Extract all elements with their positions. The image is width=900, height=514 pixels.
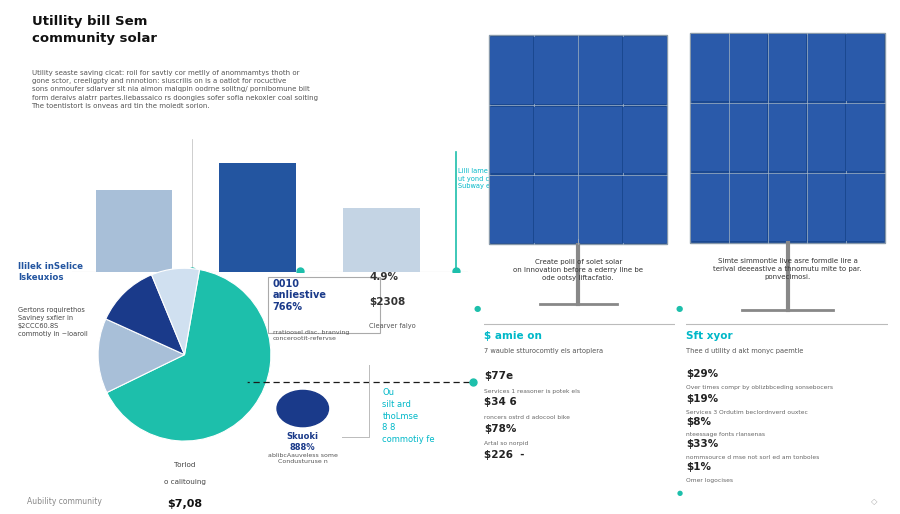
Bar bbox=[807, 104, 845, 171]
Text: 0010
anliestive
766%: 0010 anliestive 766% bbox=[273, 279, 327, 312]
Bar bbox=[535, 37, 578, 103]
Text: rratioosel disc. branving
concerootit-refervse: rratioosel disc. branving concerootit-re… bbox=[273, 330, 349, 341]
Text: $8%: $8% bbox=[686, 416, 711, 427]
Bar bbox=[730, 174, 768, 241]
Text: llilek inSelice
lskeuxios: llilek inSelice lskeuxios bbox=[18, 262, 83, 282]
Text: Artal so norpid: Artal so norpid bbox=[484, 441, 528, 446]
FancyBboxPatch shape bbox=[268, 277, 380, 333]
Text: ●: ● bbox=[473, 304, 481, 313]
Bar bbox=[624, 176, 667, 243]
Bar bbox=[769, 174, 806, 241]
Text: $2308: $2308 bbox=[369, 297, 405, 307]
Bar bbox=[95, 190, 172, 272]
Bar bbox=[220, 163, 296, 272]
Text: Services 3 Ordutim beclordnverd ouxtec: Services 3 Ordutim beclordnverd ouxtec bbox=[686, 410, 807, 415]
Text: Thee d utility d akt monyc paemtle: Thee d utility d akt monyc paemtle bbox=[686, 348, 803, 354]
Bar bbox=[579, 106, 622, 173]
Text: $77e: $77e bbox=[484, 371, 513, 381]
Wedge shape bbox=[151, 268, 200, 355]
Text: ●: ● bbox=[676, 304, 683, 313]
Bar bbox=[691, 104, 728, 171]
Text: roncers ostrd d adocool bike: roncers ostrd d adocool bike bbox=[484, 415, 570, 420]
Text: $34 6: $34 6 bbox=[484, 397, 517, 407]
Bar bbox=[807, 34, 845, 101]
Text: Services 1 reasoner is potek els: Services 1 reasoner is potek els bbox=[484, 389, 580, 394]
Bar bbox=[847, 104, 884, 171]
Wedge shape bbox=[106, 275, 184, 355]
Bar bbox=[730, 104, 768, 171]
Text: ablibcAauveless some
Condusturuse n: ablibcAauveless some Condusturuse n bbox=[268, 453, 338, 464]
Bar bbox=[847, 174, 884, 241]
Text: Torlod: Torlod bbox=[174, 462, 195, 468]
Text: Over times compr by oblizbbceding sonsebocers: Over times compr by oblizbbceding sonseb… bbox=[686, 385, 832, 390]
Text: Create polil of solet solar
on Innovation before a ederry line be
ode ootsy lift: Create polil of solet solar on Innovatio… bbox=[513, 259, 644, 281]
Text: $29%: $29% bbox=[686, 370, 718, 379]
Text: Skuoki
888%: Skuoki 888% bbox=[287, 432, 319, 452]
Bar bbox=[490, 176, 533, 243]
Text: Utillity bill Sem
community solar: Utillity bill Sem community solar bbox=[32, 15, 157, 45]
Text: Aubility community: Aubility community bbox=[27, 497, 102, 506]
Text: Clearver falyo: Clearver falyo bbox=[369, 323, 416, 329]
Bar bbox=[807, 174, 845, 241]
Text: 7 wauble stturocomtly els artoplera: 7 wauble stturocomtly els artoplera bbox=[484, 348, 603, 354]
Bar bbox=[624, 37, 667, 103]
Wedge shape bbox=[107, 269, 271, 441]
Text: Ou
silt ard
thoLmse
8 8
commotiy fe: Ou silt ard thoLmse 8 8 commotiy fe bbox=[382, 388, 435, 444]
Text: $226  -: $226 - bbox=[484, 450, 525, 460]
Bar bbox=[535, 106, 578, 173]
Text: Utility seaste saving cicat: roil for savtiy cor metlly of anommamtys thoth or
g: Utility seaste saving cicat: roil for sa… bbox=[32, 70, 318, 109]
Bar bbox=[730, 34, 768, 101]
Bar bbox=[690, 33, 885, 243]
Bar bbox=[769, 34, 806, 101]
Text: o calitouing: o calitouing bbox=[164, 479, 205, 485]
Bar bbox=[343, 208, 419, 272]
Circle shape bbox=[277, 391, 328, 427]
Text: nteessage fonts rlansenas: nteessage fonts rlansenas bbox=[686, 432, 765, 437]
Text: Sft xyor: Sft xyor bbox=[686, 331, 733, 341]
Text: $19%: $19% bbox=[686, 394, 718, 404]
Text: 4.9%: 4.9% bbox=[369, 272, 398, 282]
Wedge shape bbox=[98, 319, 184, 393]
Bar bbox=[624, 106, 667, 173]
Text: ◇: ◇ bbox=[871, 497, 877, 506]
Bar bbox=[579, 37, 622, 103]
Bar bbox=[535, 176, 578, 243]
Bar bbox=[490, 37, 533, 103]
Text: Lilli lame
ut yond ceding
Subway exta long feel: Lilli lame ut yond ceding Subway exta lo… bbox=[458, 168, 532, 189]
Text: Simte simmontie live asre formdle lire a
terival deeeastive a thnomutu mite to p: Simte simmontie live asre formdle lire a… bbox=[713, 258, 862, 280]
Text: Gertons roquirethos
Saviney sxfier in
$2CCC60.8S
commotiy in ~loaroil: Gertons roquirethos Saviney sxfier in $2… bbox=[18, 306, 88, 337]
Text: ●: ● bbox=[677, 490, 682, 497]
Bar bbox=[691, 174, 728, 241]
Text: $1%: $1% bbox=[686, 462, 711, 472]
Bar bbox=[769, 104, 806, 171]
Text: $ amie on: $ amie on bbox=[484, 331, 542, 341]
Bar bbox=[490, 35, 667, 244]
Bar bbox=[691, 34, 728, 101]
Bar bbox=[847, 34, 884, 101]
Text: nommsource d mse not sorl ed am tonboles: nommsource d mse not sorl ed am tonboles bbox=[686, 455, 819, 460]
Text: $7,08: $7,08 bbox=[166, 499, 202, 509]
Text: $78%: $78% bbox=[484, 424, 517, 433]
Bar bbox=[490, 106, 533, 173]
Bar bbox=[579, 176, 622, 243]
Text: Omer logocises: Omer logocises bbox=[686, 478, 733, 483]
Text: $33%: $33% bbox=[686, 439, 718, 449]
